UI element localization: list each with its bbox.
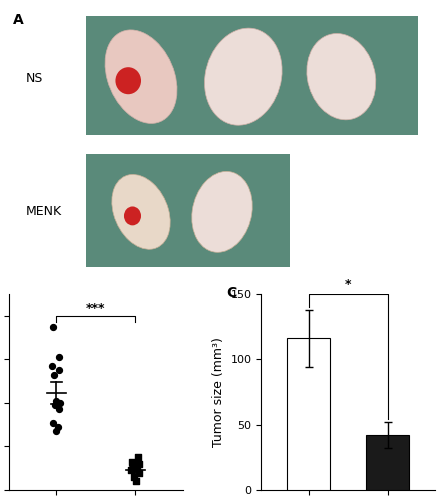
Point: [57, 399, 64, 407]
Point: [136, 460, 143, 468]
FancyBboxPatch shape: [86, 16, 418, 135]
Point: [50, 418, 57, 426]
Text: NS: NS: [26, 72, 44, 85]
Y-axis label: Tumor size (mm³): Tumor size (mm³): [212, 337, 225, 447]
Bar: [366, 435, 409, 490]
Point: [54, 423, 61, 431]
Ellipse shape: [192, 172, 252, 252]
FancyBboxPatch shape: [86, 154, 290, 268]
Point: [134, 454, 141, 462]
Point: [130, 473, 137, 481]
Point: [130, 462, 137, 470]
Point: [129, 458, 136, 466]
Ellipse shape: [105, 30, 177, 124]
Text: ***: ***: [86, 302, 106, 314]
Point: [135, 468, 142, 476]
Ellipse shape: [124, 206, 141, 226]
Point: [56, 366, 63, 374]
Point: [55, 406, 62, 413]
Bar: [287, 338, 330, 490]
Point: [51, 401, 58, 409]
Text: *: *: [345, 278, 351, 291]
Point: [52, 427, 59, 435]
Ellipse shape: [205, 28, 282, 125]
Text: C: C: [226, 286, 237, 300]
Ellipse shape: [307, 34, 376, 120]
Text: MENK: MENK: [26, 206, 62, 218]
Point: [134, 464, 141, 472]
Ellipse shape: [112, 174, 170, 250]
Point: [50, 322, 57, 330]
Point: [128, 466, 135, 474]
Point: [133, 478, 140, 486]
Point: [51, 370, 58, 378]
Text: A: A: [13, 13, 24, 27]
Point: [53, 396, 60, 404]
Point: [49, 362, 56, 370]
Point: [55, 353, 62, 361]
Ellipse shape: [115, 67, 141, 94]
